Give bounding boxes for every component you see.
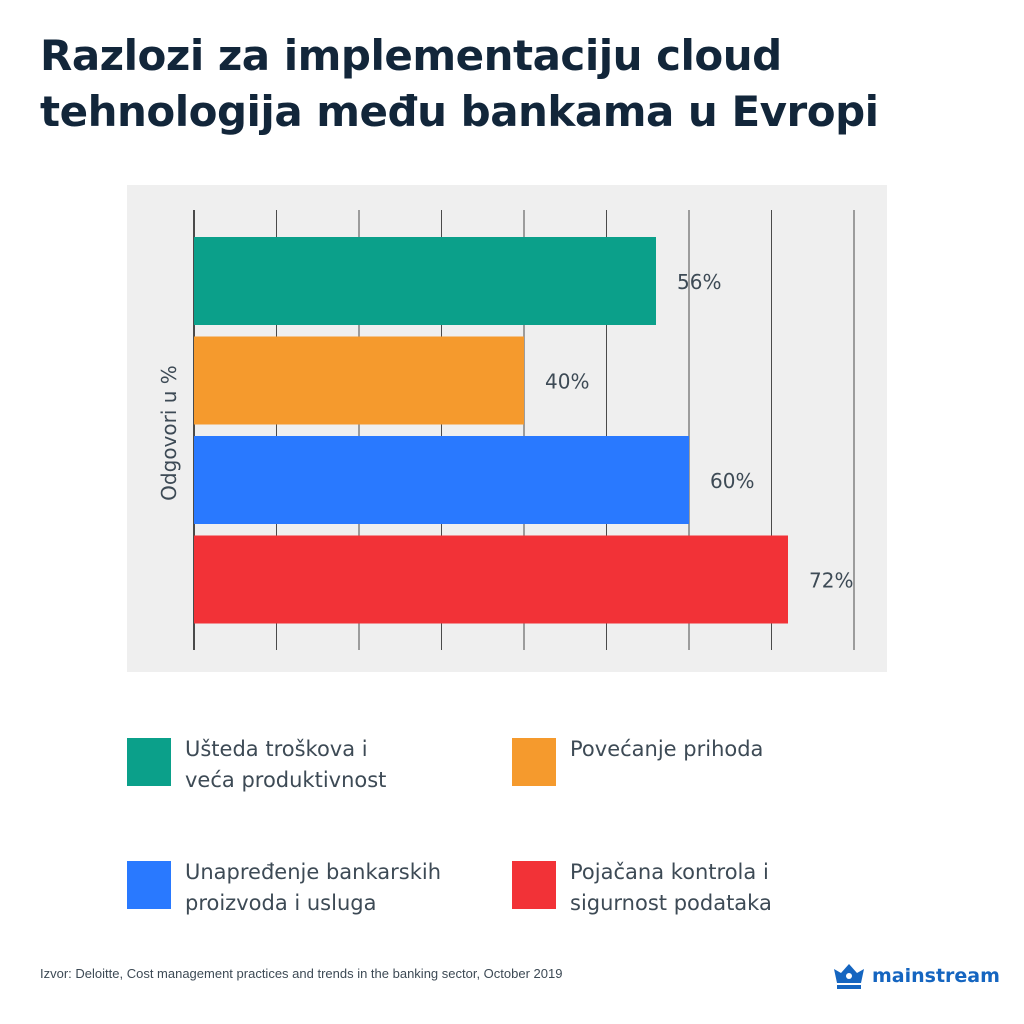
bar-chart: 56% 40% 60% 72% Odgovori u % <box>157 210 855 650</box>
bar-value-label-4: 72% <box>809 569 853 593</box>
legend-swatch-2 <box>512 738 556 786</box>
legend-label-1-line-1: Ušteda troškova i <box>185 737 368 761</box>
legend-label-1-line-2: veća produktivnost <box>185 768 387 792</box>
legend-swatch-4 <box>512 861 556 909</box>
legend-label-2: Povećanje prihoda <box>570 734 870 765</box>
y-axis-label: Odgovori u % <box>157 365 181 501</box>
legend-label-3: Unapređenje bankarskih proizvoda i uslug… <box>185 857 485 919</box>
brand-logo[interactable]: mainstream <box>832 960 1000 992</box>
bar-1 <box>194 237 656 325</box>
source-note: Izvor: Deloitte, Cost management practic… <box>40 966 563 981</box>
legend-label-3-line-1: Unapređenje bankarskih <box>185 860 442 884</box>
legend-swatch-1 <box>127 738 171 786</box>
bar-4 <box>194 535 788 624</box>
crown-icon <box>834 964 864 989</box>
legend-swatch-3 <box>127 861 171 909</box>
legend-label-2-line-1: Povećanje prihoda <box>570 737 764 761</box>
chart-panel: 56% 40% 60% 72% Odgovori u % <box>127 185 887 672</box>
legend-label-4-line-1: Pojačana kontrola i <box>570 860 769 884</box>
legend-label-4: Pojačana kontrola i sigurnost podataka <box>570 857 870 919</box>
chart-title-line-2: tehnologija među bankama u Evropi <box>40 87 879 136</box>
brand-name: mainstream <box>872 965 1000 987</box>
legend-label-1: Ušteda troškova i veća produktivnost <box>185 734 485 796</box>
bar-2 <box>194 336 524 425</box>
chart-title-line-1: Razlozi za implementaciju cloud <box>40 31 782 80</box>
bar-value-label-3: 60% <box>710 469 754 493</box>
bar-value-label-1: 56% <box>677 270 721 294</box>
legend-label-3-line-2: proizvoda i usluga <box>185 891 377 915</box>
chart-title: Razlozi za implementaciju cloud tehnolog… <box>40 28 980 140</box>
bar-value-label-2: 40% <box>545 370 589 394</box>
bar-3 <box>194 436 689 524</box>
legend-label-4-line-2: sigurnost podataka <box>570 891 772 915</box>
